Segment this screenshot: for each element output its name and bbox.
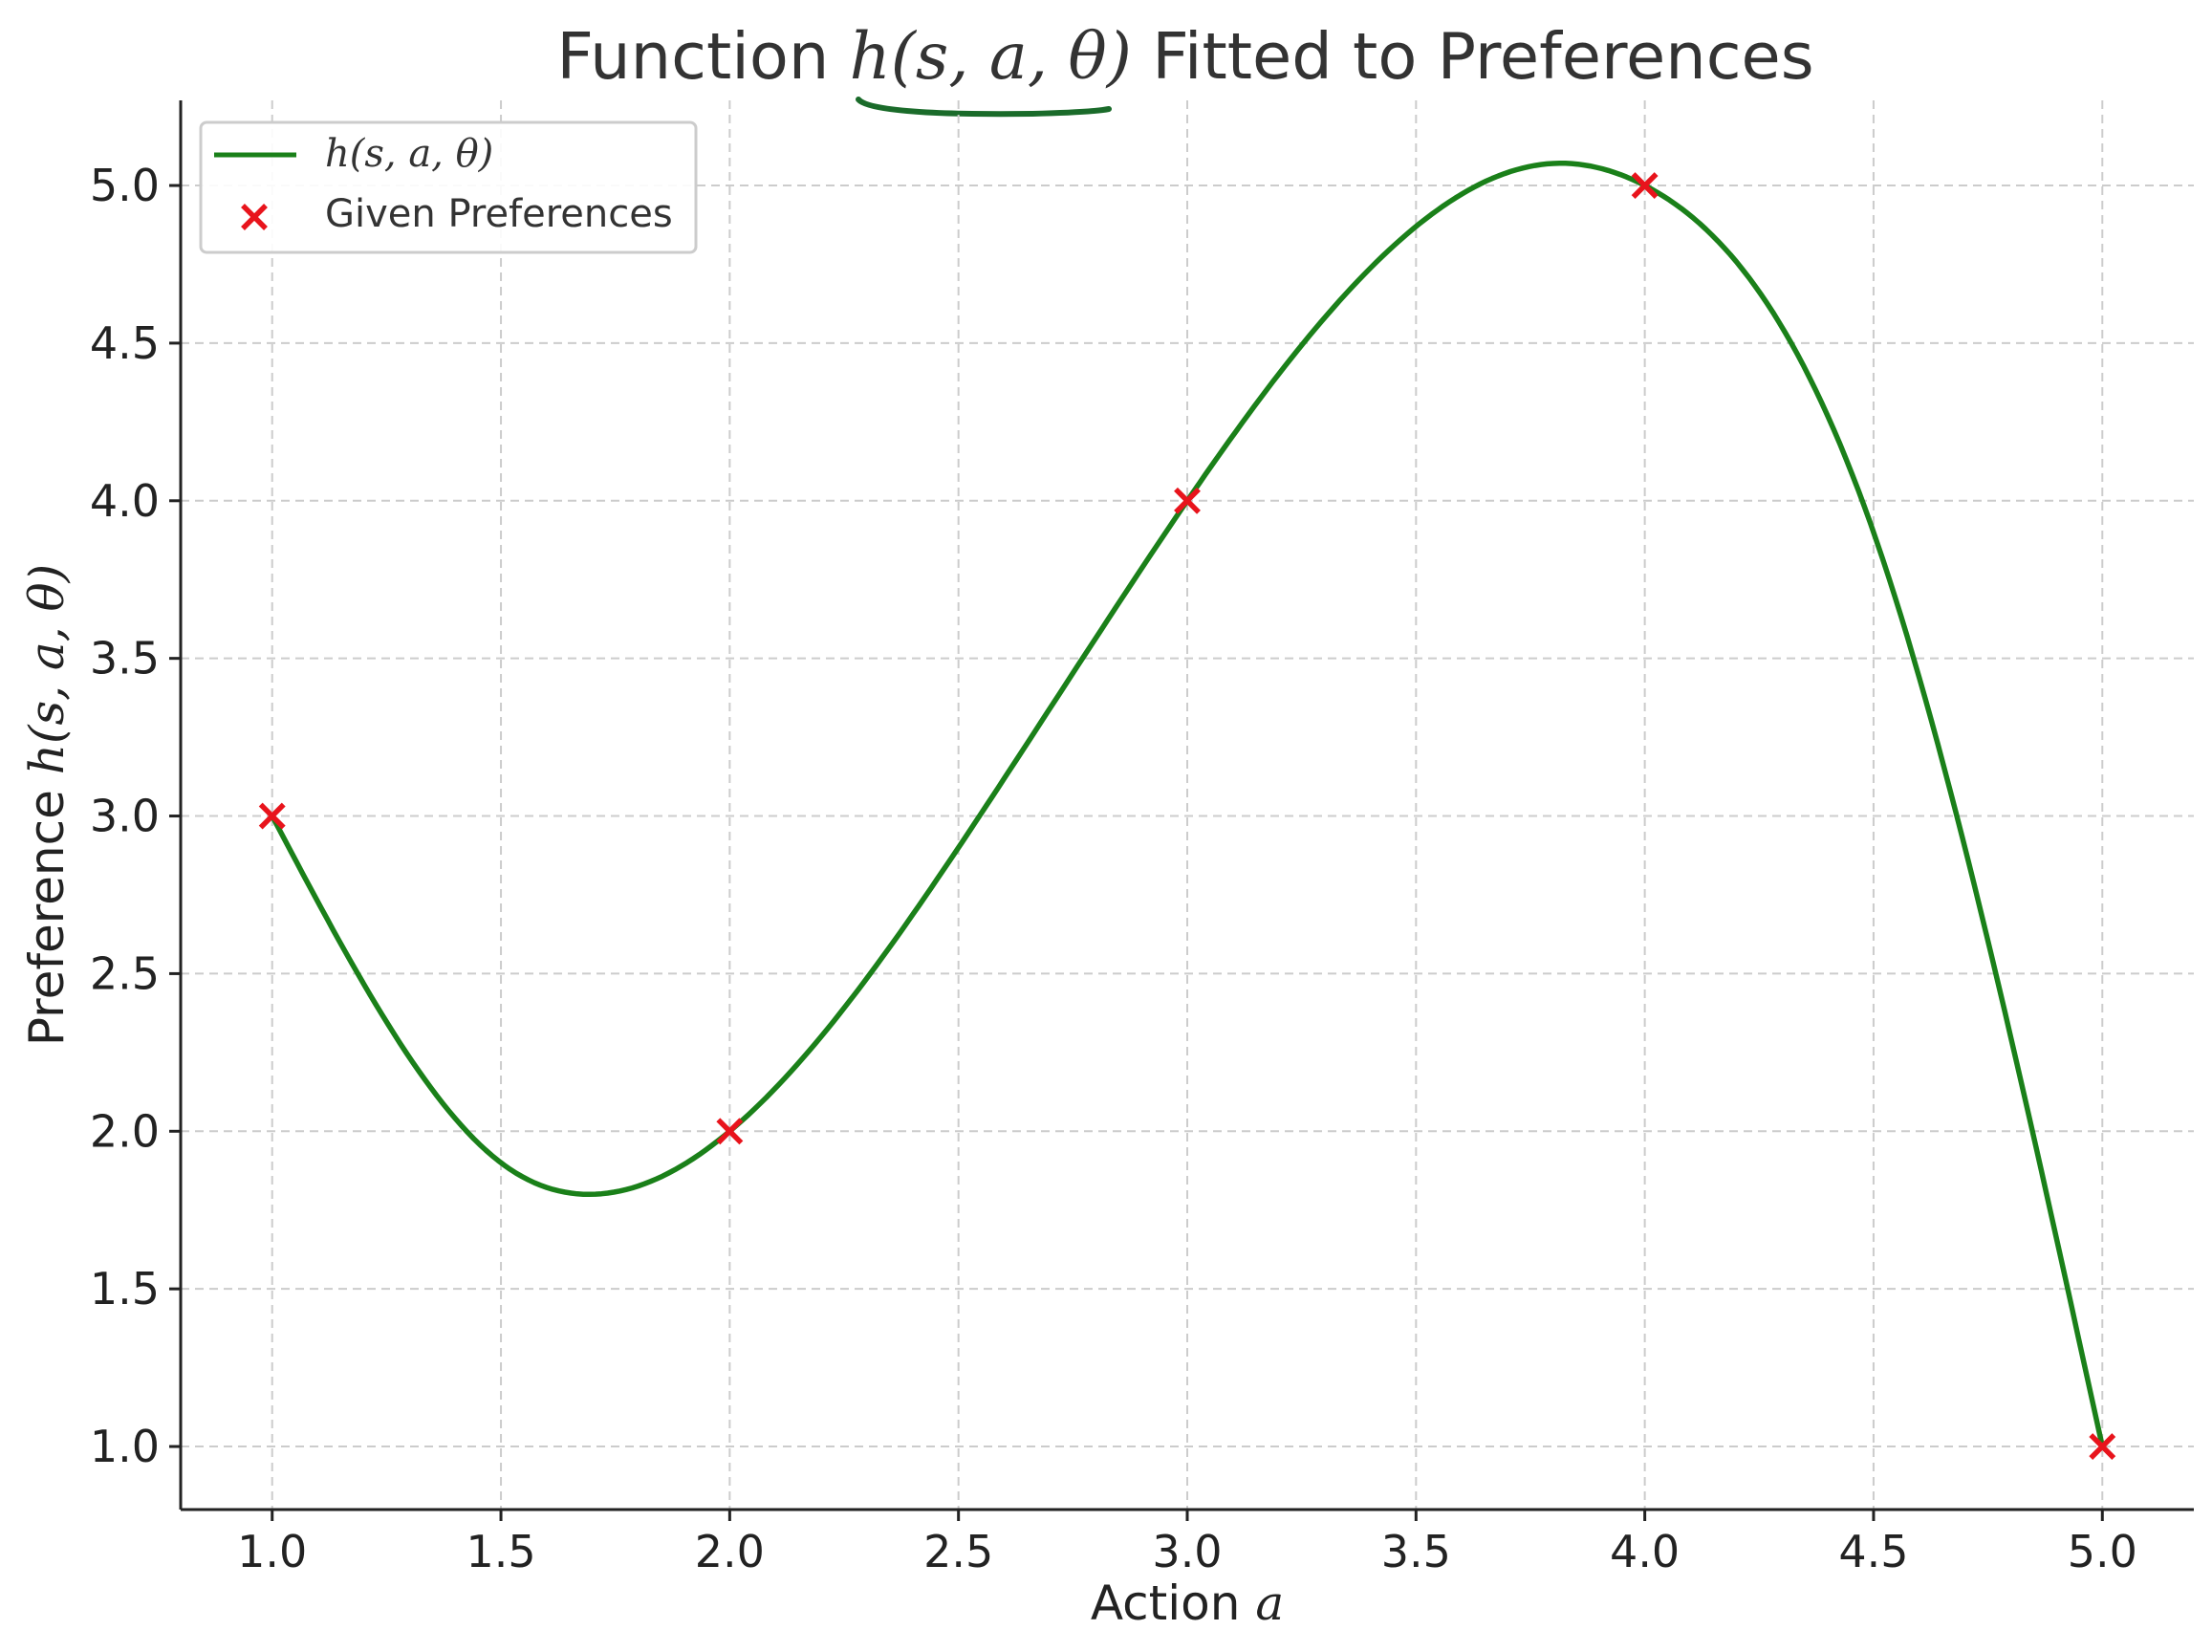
y-tick-label: 2.0 xyxy=(90,1105,160,1157)
legend: h(s, a, θ) Given Preferences xyxy=(199,120,698,254)
x-tick-label: 4.0 xyxy=(1610,1526,1680,1577)
plot-area xyxy=(258,161,2116,1460)
given-preference-point xyxy=(1631,172,1659,199)
y-tick-label: 4.5 xyxy=(90,317,160,369)
grid xyxy=(181,100,2194,1510)
legend-box xyxy=(199,120,698,254)
x-tick-label: 2.5 xyxy=(923,1526,993,1577)
given-preference-point xyxy=(1174,487,1201,514)
chart-title: Function h(s, a, θ) Fitted to Preference… xyxy=(556,19,1813,94)
chart-title-prefix: Function xyxy=(556,19,849,94)
title-underline-annotation xyxy=(856,97,1112,118)
y-tick-label: 4.0 xyxy=(90,475,160,527)
x-axis-label-math: a xyxy=(1255,1576,1284,1631)
y-tick-label: 5.0 xyxy=(90,160,160,211)
y-ticks: 1.0 1.5 2.0 2.5 3.0 3.5 4.0 4.5 5.0 xyxy=(90,160,181,1472)
x-axis-label: Action a xyxy=(1091,1576,1284,1631)
legend-x-marker xyxy=(241,204,268,230)
x-tick-label: 2.0 xyxy=(695,1526,765,1577)
y-tick-label: 3.5 xyxy=(90,633,160,685)
y-tick-label: 3.0 xyxy=(90,791,160,842)
y-axis-label-text: Preference xyxy=(19,774,75,1046)
y-axis-label-math: h(s, a, θ) xyxy=(19,564,75,774)
given-preference-point xyxy=(716,1118,744,1145)
x-tick-label: 3.0 xyxy=(1152,1526,1222,1577)
y-axis-label: Preference h(s, a, θ) xyxy=(19,564,75,1046)
x-tick-label: 4.5 xyxy=(1838,1526,1908,1577)
given-preference-point xyxy=(258,802,286,830)
x-tick-label: 5.0 xyxy=(2068,1526,2137,1577)
x-axis-label-text: Action xyxy=(1091,1576,1256,1631)
y-tick-label: 2.5 xyxy=(90,947,160,999)
legend-entry-curve: h(s, a, θ) xyxy=(325,132,493,176)
legend-entry-points: Given Preferences xyxy=(325,192,673,236)
x-ticks: 1.0 1.5 2.0 2.5 3.0 3.5 4.0 4.5 5.0 xyxy=(237,1510,2137,1577)
legend-marker-swatch xyxy=(241,204,268,230)
chart-title-math: h(s, a, θ) xyxy=(850,19,1132,94)
chart-title-suffix: Fitted to Preferences xyxy=(1132,19,1814,94)
x-tick-label: 3.5 xyxy=(1381,1526,1451,1577)
given-preference-point xyxy=(2089,1433,2116,1460)
x-tick-label: 1.5 xyxy=(466,1526,535,1577)
y-tick-label: 1.5 xyxy=(90,1263,160,1315)
x-tick-label: 1.0 xyxy=(237,1526,307,1577)
y-tick-label: 1.0 xyxy=(90,1421,160,1472)
